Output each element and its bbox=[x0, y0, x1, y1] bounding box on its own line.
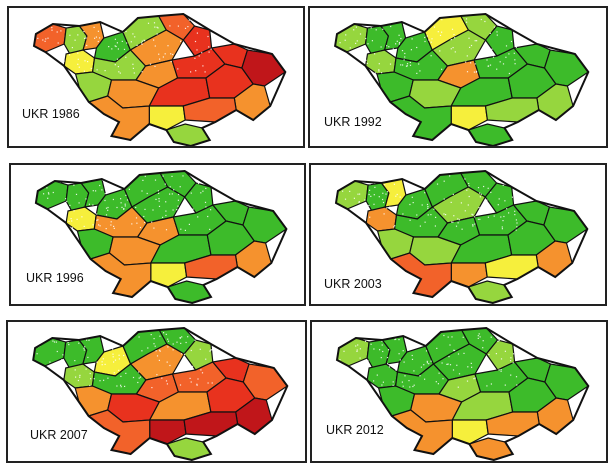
country-outline-2003 bbox=[334, 169, 589, 304]
region-2007-7 bbox=[183, 339, 214, 371]
region-2003-2 bbox=[365, 206, 398, 232]
ukraine-map-2003 bbox=[334, 169, 589, 304]
ukraine-map-1986 bbox=[32, 12, 287, 146]
region-1992-2 bbox=[364, 49, 397, 75]
region-2012-2 bbox=[366, 363, 399, 389]
region-2012-7 bbox=[485, 339, 516, 371]
ukraine-map-2007 bbox=[32, 326, 289, 461]
country-outline-2012 bbox=[335, 326, 590, 461]
map-panel-1992: UKR 1992 bbox=[308, 6, 608, 148]
region-1986-2 bbox=[63, 49, 96, 75]
panel-label-2012: UKR 2012 bbox=[326, 423, 384, 437]
map-panel-1986: UKR 1986 bbox=[7, 6, 305, 148]
panel-label-1992: UKR 1992 bbox=[324, 115, 382, 129]
region-1986-7 bbox=[182, 25, 213, 57]
country-outline-2007 bbox=[32, 326, 289, 461]
stipple-dots-1996 bbox=[39, 175, 218, 231]
country-outline-1986 bbox=[32, 12, 287, 146]
ukraine-map-1996 bbox=[34, 169, 288, 304]
panel-label-2003: UKR 2003 bbox=[324, 277, 382, 291]
stipple-dots-1986 bbox=[37, 18, 212, 74]
panel-label-2007: UKR 2007 bbox=[30, 428, 88, 442]
map-panel-2007: UKR 2007 bbox=[6, 320, 307, 463]
region-1996-7 bbox=[183, 182, 214, 214]
country-outline-1992 bbox=[333, 12, 590, 146]
ukraine-map-1992 bbox=[333, 12, 590, 146]
region-2007-2 bbox=[63, 363, 95, 389]
stipple-dots-2003 bbox=[338, 175, 518, 231]
region-1992-7 bbox=[484, 25, 515, 57]
ukraine-map-2012 bbox=[335, 326, 590, 461]
country-outline-1996 bbox=[34, 169, 288, 304]
stipple-dots-2012 bbox=[339, 332, 519, 389]
panel-label-1996: UKR 1996 bbox=[26, 271, 84, 285]
map-panel-1996: UKR 1996 bbox=[9, 163, 306, 306]
map-panel-2012: UKR 2012 bbox=[310, 320, 608, 463]
map-panel-2003: UKR 2003 bbox=[309, 163, 607, 306]
panel-label-1986: UKR 1986 bbox=[22, 107, 80, 121]
region-2003-7 bbox=[484, 182, 515, 214]
